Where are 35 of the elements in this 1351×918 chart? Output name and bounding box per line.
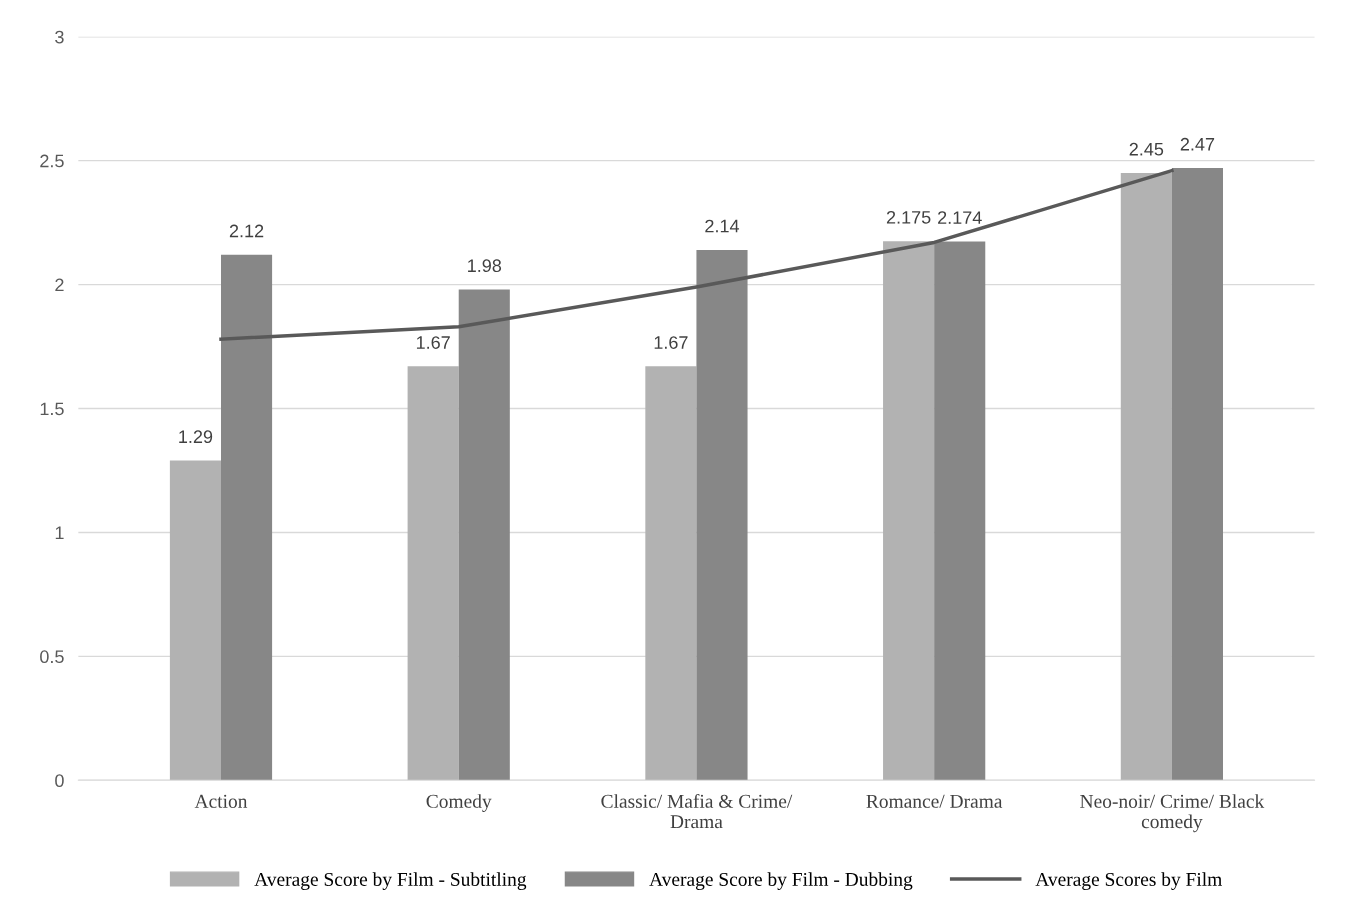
legend-label: Average Scores by Film (1035, 872, 1222, 890)
data-label: 1.98 (468, 259, 502, 273)
data-label: 2.45 (1129, 142, 1164, 156)
bar (407, 366, 459, 781)
bar (645, 366, 697, 781)
y-tick-label: 0 (55, 774, 64, 788)
data-label: 1.29 (179, 430, 213, 444)
x-tick-label: Comedy (426, 794, 492, 812)
data-label: 2.14 (705, 219, 740, 233)
y-tick-label: 3 (55, 30, 64, 44)
y-tick-label: 0.5 (40, 650, 64, 664)
bar (1171, 168, 1223, 781)
data-label: 2.175 (886, 210, 931, 224)
bar (883, 241, 935, 781)
x-tick-label: Neo-noir/ Crime/ Black comedy (1080, 794, 1265, 833)
y-tick-label: 2 (55, 278, 64, 292)
y-tick-label: 1 (55, 526, 64, 539)
x-tick-label: Action (194, 794, 248, 808)
data-label: 1.67 (654, 336, 688, 349)
data-label: 1.67 (416, 336, 450, 349)
x-tick-label: Romance/ Drama (866, 794, 1003, 808)
legend-label: Average Score by Film - Dubbing (649, 872, 913, 890)
data-label: 2.47 (1180, 137, 1215, 151)
y-tick-label: 2.5 (40, 154, 64, 168)
bar (169, 460, 221, 781)
data-label: 2.12 (229, 224, 264, 238)
x-tick-label: Classic/ Mafia & Crime/ Drama (601, 793, 793, 829)
bar (696, 249, 748, 781)
bar (220, 254, 273, 781)
y-tick-label: 1.5 (40, 402, 64, 416)
bar (1120, 173, 1172, 781)
legend-label: Average Score by Film - Subtitling (254, 872, 527, 890)
bar (458, 289, 510, 781)
bar (934, 241, 986, 781)
data-label: 2.174 (938, 211, 982, 224)
